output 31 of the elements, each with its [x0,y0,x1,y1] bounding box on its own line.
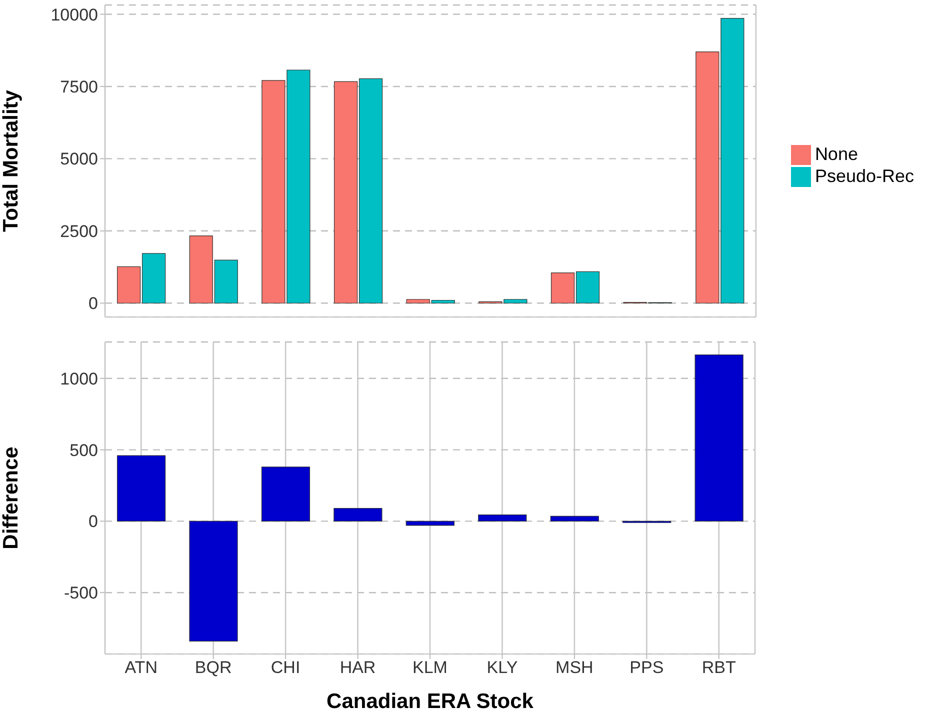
bar [116,455,166,522]
x-tick-label: ATN [124,658,158,678]
y-tick-label: 10000 [50,5,98,24]
y-tick-label: 7500 [60,78,98,96]
x-tick-label: PPS [630,658,664,678]
bar [406,520,454,526]
bar [334,508,382,522]
bar [189,520,238,642]
y-axis-title: Difference [0,446,22,550]
x-tick-label: CHI [270,658,300,678]
bar [478,514,527,522]
bar [261,466,310,522]
y-tick-label: 0 [88,294,98,314]
bar [550,516,599,522]
y-tick-label: 1000 [60,369,98,388]
legend-label: None [814,144,858,164]
x-tick-label: MSH [556,658,594,678]
y-tick-label: 500 [70,440,98,460]
y-tick-label: 5000 [60,150,98,169]
y-tick-label: 0 [88,512,98,532]
y-tick-label: -500 [64,584,98,603]
bar [694,354,744,522]
x-tick-label: KLM [412,658,448,678]
x-tick-label: KLY [486,658,518,678]
y-axis-title: Total Mortality [0,90,22,232]
x-axis-title: Canadian ERA Stock [326,690,534,710]
y-tick-label: 2500 [60,222,98,241]
x-tick-label: BQR [194,658,232,678]
legend-label: Pseudo-Rec [814,166,914,186]
x-tick-label: RBT [702,658,736,678]
x-tick-label: HAR [340,658,376,678]
